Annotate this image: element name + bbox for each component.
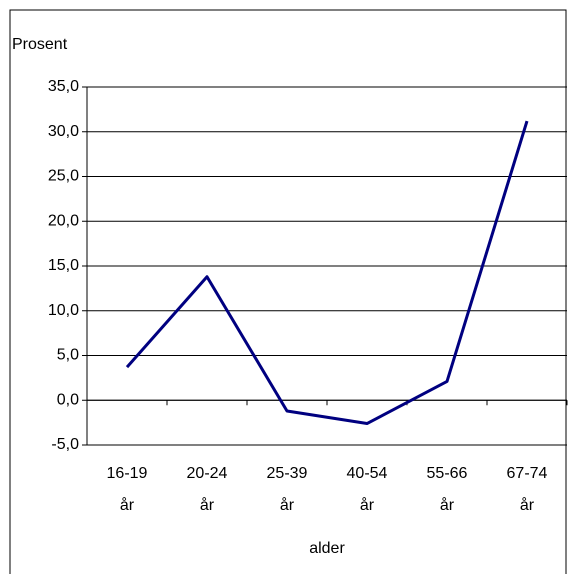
x-tick-label: 40-54 år — [347, 465, 388, 514]
y-axis-title: Prosent — [12, 36, 68, 53]
y-tick-label: 20,0 — [48, 212, 79, 229]
x-tick-label: 16-19 år — [107, 465, 148, 514]
y-tick-label: 35,0 — [48, 78, 79, 95]
y-tick-label: 5,0 — [57, 347, 79, 364]
y-tick-label: -5,0 — [51, 436, 79, 453]
x-tick-label: 20-24 år — [187, 465, 228, 514]
y-tick-label: 30,0 — [48, 123, 79, 140]
y-tick-label: 15,0 — [48, 257, 79, 274]
y-tick-label: 10,0 — [48, 302, 79, 319]
x-tick-label: 55-66 år — [427, 465, 468, 514]
x-tick-label: 67-74 år — [507, 465, 548, 514]
line-series — [125, 120, 529, 426]
x-axis-title: alder — [309, 540, 345, 557]
chart-frame — [9, 9, 567, 574]
y-tick-label: 25,0 — [48, 168, 79, 185]
x-tick-label: 25-39 år — [267, 465, 308, 514]
y-tick-label: 0,0 — [57, 391, 79, 408]
